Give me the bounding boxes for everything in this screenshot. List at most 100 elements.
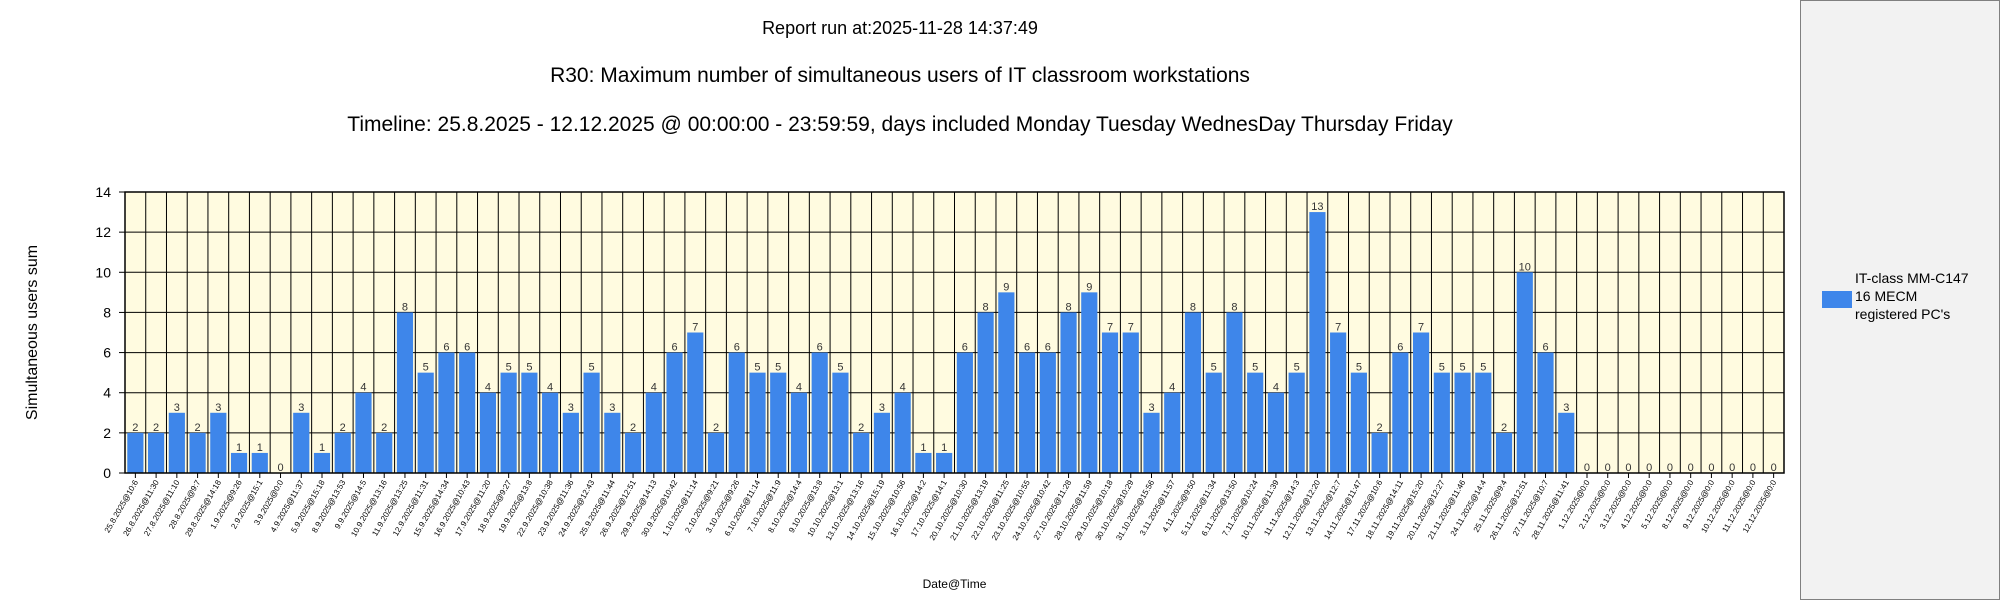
bar [583,372,600,473]
y-tick-label: 4 [103,385,111,401]
bar [1101,332,1119,473]
report-run-timestamp: Report run at:2025-11-28 14:37:49 [762,18,1038,38]
bar [313,452,331,473]
data-label: 0 [1584,462,1590,474]
bar [438,352,455,473]
bar [604,412,621,473]
bar [1143,412,1160,473]
data-label: 5 [526,362,532,374]
data-label: 13 [1311,201,1323,213]
data-label: 6 [464,342,470,354]
bar [645,392,662,473]
data-label: 6 [443,342,449,354]
data-label: 5 [589,362,595,374]
data-label: 4 [651,382,657,394]
data-label: 0 [277,462,283,474]
data-label: 5 [1252,362,1258,374]
bar [770,372,787,473]
data-label: 6 [962,342,968,354]
data-label: 4 [485,382,491,394]
data-label: 2 [713,422,719,434]
bar [956,352,973,473]
bar [500,372,517,473]
data-label: 3 [568,402,574,414]
bar [1433,372,1450,473]
data-label: 0 [1771,462,1777,474]
data-label: 6 [817,342,823,354]
bar [1267,392,1285,473]
data-label: 7 [1128,322,1134,334]
bar [148,432,165,473]
legend: IT-class MM-C147 16 MECM registered PC's [1800,0,2000,600]
data-label: 2 [195,422,201,434]
data-label: 7 [1107,322,1113,334]
chart-subtitle: Timeline: 25.8.2025 - 12.12.2025 @ 00:00… [347,113,1453,136]
data-label: 0 [1708,462,1714,474]
data-label: 4 [796,382,802,394]
data-label: 1 [319,442,325,454]
data-label: 7 [692,322,698,334]
bar [853,432,870,473]
bar [1226,312,1243,473]
data-label: 8 [983,301,989,313]
data-label: 1 [920,442,926,454]
bar [396,312,414,473]
bar [479,392,496,473]
y-tick-label: 10 [95,264,111,280]
y-tick-label: 8 [103,304,111,320]
data-label: 7 [1335,322,1341,334]
data-label: 2 [132,422,138,434]
bar [1288,372,1305,473]
data-label: 6 [734,342,740,354]
data-label: 1 [236,442,242,454]
bar [977,312,994,473]
data-label: 3 [609,402,615,414]
bar [790,392,808,473]
data-label: 0 [1646,462,1652,474]
data-label: 3 [215,402,221,414]
data-label: 5 [1211,362,1217,374]
bar [1454,372,1471,473]
y-tick-label: 6 [103,345,111,361]
data-label: 0 [1625,462,1631,474]
bar [127,432,144,473]
bar-chart: 02468101214225.8.2025@10:6226.8.2025@11:… [24,184,1785,591]
y-tick-label: 14 [95,184,111,200]
bar [832,372,849,473]
data-label: 4 [360,382,366,394]
bar [1039,352,1056,473]
data-label: 4 [1169,382,1175,394]
bar [1309,212,1326,474]
plot-border [124,191,1785,474]
bar [1371,432,1388,473]
bar [230,452,248,473]
bar [293,412,310,473]
bar [1018,352,1036,473]
bar [1122,332,1139,473]
data-label: 6 [1024,342,1030,354]
bar [1350,372,1367,473]
data-label: 0 [1667,462,1673,474]
chart-title: R30: Maximum number of simultaneous user… [550,64,1250,87]
data-label: 2 [1377,422,1383,434]
bar [1164,392,1181,473]
bar [562,412,579,473]
data-label: 5 [1356,362,1362,374]
bar [728,352,745,473]
bar [1205,372,1222,473]
bar [168,412,185,473]
data-label: 4 [900,382,906,394]
data-label: 7 [1418,322,1424,334]
data-label: 8 [402,301,408,313]
data-label: 0 [1605,462,1611,474]
bar [666,352,683,473]
bar [687,332,704,473]
bar [251,452,268,473]
data-label: 8 [1065,301,1071,313]
data-label: 5 [1480,362,1486,374]
bar [210,412,227,473]
data-label: 4 [547,382,553,394]
data-label: 2 [381,422,387,434]
data-label: 0 [1729,462,1735,474]
data-label: 9 [1003,281,1009,293]
